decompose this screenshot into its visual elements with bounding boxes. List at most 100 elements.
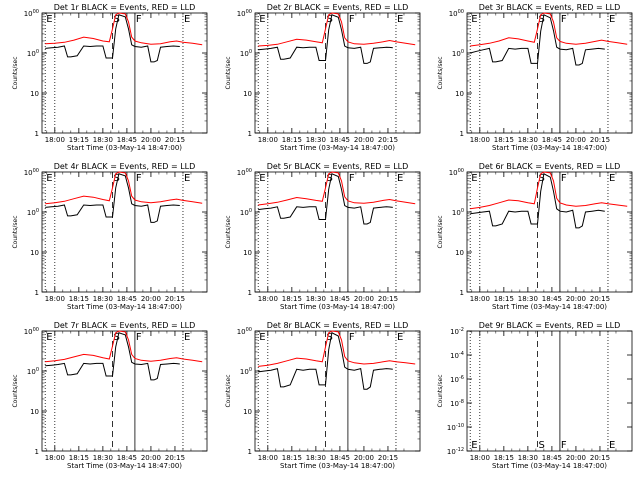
marker-label: E bbox=[397, 14, 403, 25]
x-tick-label: 18:15 bbox=[69, 454, 89, 462]
y-tick-label: 10-2 bbox=[450, 327, 464, 336]
panel-title: Det 7r BLACK = Events, RED = LLD bbox=[54, 321, 196, 330]
x-tick-label: 20:15 bbox=[590, 454, 610, 462]
x-tick-label: 18:15 bbox=[69, 295, 89, 303]
x-tick-label: 20:15 bbox=[165, 136, 185, 144]
marker-label: S bbox=[113, 332, 119, 343]
y-tick-label: 1000 bbox=[237, 9, 252, 18]
plot-frame bbox=[254, 330, 421, 452]
x-tick-label: 18:45 bbox=[330, 136, 350, 144]
y-tick-label: 1000 bbox=[24, 168, 39, 177]
panel-title: Det 1r BLACK = Events, RED = LLD bbox=[54, 3, 196, 12]
y-axis-label: Counts/sec bbox=[437, 56, 444, 89]
events-rate-line bbox=[45, 14, 180, 63]
events-rate-line bbox=[470, 14, 605, 66]
x-tick-label: 18:15 bbox=[494, 136, 514, 144]
marker-label: F bbox=[561, 440, 567, 451]
y-axis-label: Counts/sec bbox=[12, 56, 19, 89]
y-tick-label: 10 bbox=[455, 90, 464, 98]
marker-label: S bbox=[538, 14, 544, 25]
x-tick-label: 20:00 bbox=[566, 454, 586, 462]
panel-title: Det 3r BLACK = Events, RED = LLD bbox=[479, 3, 621, 12]
marker-label: E bbox=[184, 332, 190, 343]
x-tick-label: 18:45 bbox=[330, 454, 350, 462]
y-axis-label: Counts/sec bbox=[12, 374, 19, 407]
x-tick-label: 18:30 bbox=[306, 136, 326, 144]
x-tick-label: 20:15 bbox=[165, 295, 185, 303]
y-axis-label: Counts/sec bbox=[437, 374, 444, 407]
y-tick-label: 10 bbox=[30, 90, 39, 98]
marker-label: E bbox=[471, 173, 477, 184]
events-rate-line bbox=[45, 332, 180, 381]
detector-panel: Det 1r BLACK = Events, RED = LLD 1 10 100 10… bbox=[12, 3, 208, 152]
x-tick-label: 18:00 bbox=[470, 136, 490, 144]
plot-frame bbox=[41, 12, 208, 134]
plot-frame bbox=[466, 171, 633, 293]
marker-label: E bbox=[46, 173, 52, 184]
x-tick-label: 18:30 bbox=[518, 136, 538, 144]
marker-label: E bbox=[259, 332, 265, 343]
marker-label: E bbox=[609, 440, 615, 451]
events-rate-line bbox=[45, 173, 180, 223]
plot-frame bbox=[41, 171, 208, 293]
lld-rate-line bbox=[45, 171, 203, 205]
y-axis-label: Counts/sec bbox=[437, 215, 444, 248]
x-tick-label: 18:30 bbox=[306, 295, 326, 303]
y-tick-label: 1 bbox=[248, 130, 252, 138]
plot-frame bbox=[466, 12, 633, 134]
x-tick-label: 20:15 bbox=[590, 136, 610, 144]
x-tick-label: 20:00 bbox=[354, 454, 374, 462]
x-tick-label: 18:15 bbox=[282, 454, 302, 462]
panel-title: Det 6r BLACK = Events, RED = LLD bbox=[479, 162, 621, 171]
detector-panel: Det 7r BLACK = Events, RED = LLD 1 10 100 10… bbox=[12, 321, 208, 470]
x-tick-label: 18:15 bbox=[494, 454, 514, 462]
marker-label: E bbox=[609, 14, 615, 25]
x-axis-label: Start Time (03-May-14 18:47:00) bbox=[492, 303, 607, 311]
panel-title: Det 9r BLACK = Events, RED = LLD bbox=[479, 321, 621, 330]
events-rate-line bbox=[470, 173, 605, 229]
marker-label: E bbox=[184, 173, 190, 184]
y-axis-label: Counts/sec bbox=[225, 215, 232, 248]
marker-label: E bbox=[46, 14, 52, 25]
marker-label: E bbox=[397, 332, 403, 343]
y-tick-label: 10 bbox=[243, 90, 252, 98]
plot-frame bbox=[254, 12, 421, 134]
panel-title: Det 2r BLACK = Events, RED = LLD bbox=[267, 3, 409, 12]
x-tick-label: 18:15 bbox=[282, 136, 302, 144]
lld-rate-line bbox=[258, 12, 416, 47]
marker-label: F bbox=[349, 332, 355, 343]
marker-label: F bbox=[349, 14, 355, 25]
y-tick-label: 10 bbox=[30, 408, 39, 416]
x-tick-label: 18:45 bbox=[542, 454, 562, 462]
y-tick-label: 10 bbox=[30, 249, 39, 257]
x-tick-label: 18:45 bbox=[330, 295, 350, 303]
y-tick-label: 100 bbox=[452, 49, 464, 58]
plot-frame bbox=[254, 171, 421, 293]
x-tick-label: 18:45 bbox=[117, 136, 137, 144]
x-tick-label: 18:15 bbox=[494, 295, 514, 303]
marker-label: F bbox=[136, 332, 142, 343]
y-tick-label: 1 bbox=[35, 130, 39, 138]
marker-label: E bbox=[259, 14, 265, 25]
events-rate-line bbox=[258, 332, 393, 390]
y-tick-label: 1 bbox=[460, 289, 464, 297]
y-tick-label: 10 bbox=[243, 408, 252, 416]
y-tick-label: 1 bbox=[248, 289, 252, 297]
plot-frame bbox=[41, 330, 208, 452]
x-tick-label: 18:00 bbox=[258, 295, 278, 303]
marker-label: F bbox=[561, 173, 567, 184]
x-tick-label: 18:00 bbox=[258, 454, 278, 462]
marker-label: F bbox=[561, 14, 567, 25]
x-tick-label: 20:15 bbox=[378, 454, 398, 462]
lld-rate-line bbox=[45, 12, 203, 46]
y-tick-label: 1000 bbox=[449, 168, 464, 177]
y-tick-label: 10-8 bbox=[450, 399, 464, 408]
detector-panel: Det 2r BLACK = Events, RED = LLD 1 10 100 10… bbox=[225, 3, 421, 152]
y-tick-label: 100 bbox=[27, 49, 39, 58]
x-tick-label: 18:30 bbox=[518, 454, 538, 462]
x-tick-label: 20:15 bbox=[590, 295, 610, 303]
marker-label: S bbox=[538, 173, 544, 184]
marker-label: S bbox=[326, 332, 332, 343]
y-tick-label: 10 bbox=[243, 249, 252, 257]
